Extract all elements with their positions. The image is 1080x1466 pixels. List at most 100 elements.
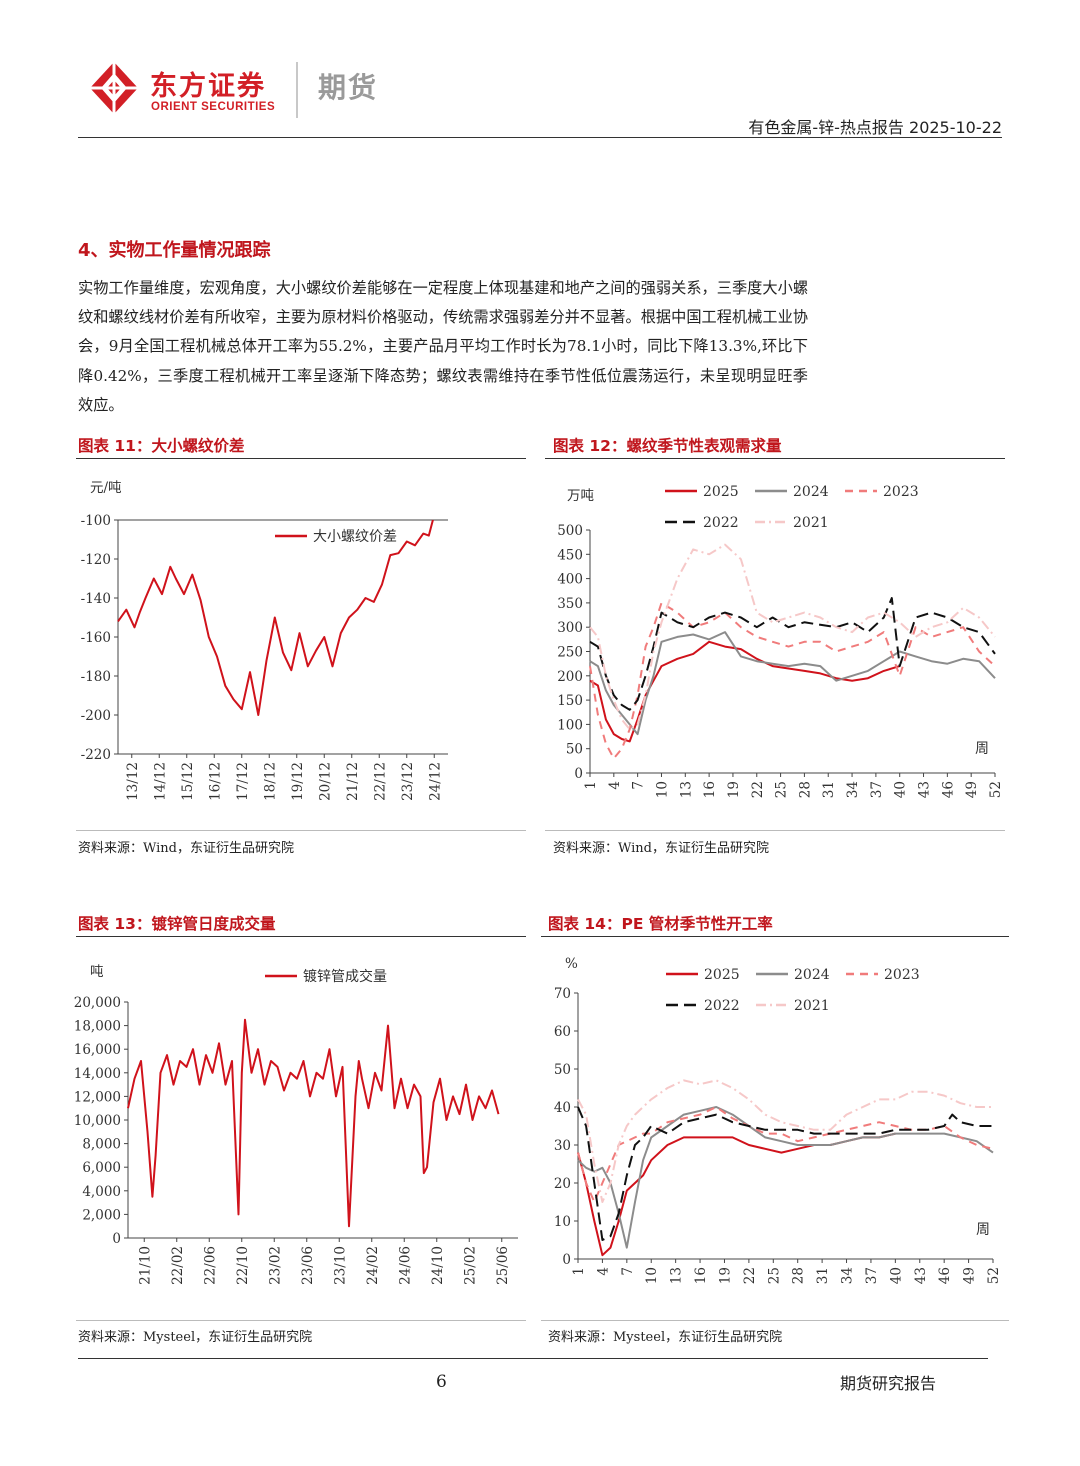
logo-divider [296, 62, 298, 118]
fig11-source: 资料来源：Wind，东证衍生品研究院 [78, 841, 294, 856]
fig11-y-tick-label: -100 [81, 513, 111, 529]
fig14-x-tick-label: 52 [986, 1267, 1002, 1284]
fig13-y-tick-label: 18,000 [74, 1019, 121, 1035]
fig14-x-tick-label: 46 [937, 1267, 953, 1284]
fig12-x-tick-label: 13 [678, 781, 694, 798]
fig11-source-rule [76, 830, 526, 831]
page-number: 6 [436, 1372, 447, 1392]
fig14-legend-label: 2024 [794, 967, 830, 983]
fig12-x-tick-label: 7 [631, 781, 647, 790]
fig12-y-label: 万吨 [567, 488, 594, 504]
fig11-x-tick-label: 15/12 [180, 762, 196, 801]
fig14-x-tick-label: 16 [693, 1267, 709, 1284]
fig12-legend-label: 2025 [703, 484, 739, 500]
fig11-x-tick-label: 14/12 [152, 762, 168, 801]
fig12-x-tick-label: 1 [583, 781, 599, 790]
fig14-series-2023-line [577, 1106, 994, 1203]
fig12-x-tick-label: 52 [988, 781, 1004, 798]
fig14-series-2022-line [577, 1106, 993, 1241]
fig13-x-tick-label: 21/10 [137, 1246, 153, 1285]
fig12-y-tick-label: 200 [557, 669, 583, 685]
fig14-x-tick-label: 37 [864, 1267, 880, 1284]
fig12-y-tick-label: 450 [557, 547, 583, 563]
fig13-y-tick-label: 2,000 [82, 1207, 121, 1223]
logo-name-en: ORIENT SECURITIES [151, 101, 276, 113]
fig13-x-tick-label: 23/10 [332, 1246, 348, 1285]
fig14-series-2024-line [577, 1106, 994, 1249]
fig12-source: 资料来源：Wind，东证衍生品研究院 [553, 841, 769, 856]
fig14-x-tick-label: 28 [791, 1267, 807, 1284]
fig12-title: 图表 12：螺纹季节性表观需求量 [553, 437, 782, 455]
fig12-x-tick-label: 40 [893, 781, 909, 798]
fig12-legend-label: 2021 [793, 515, 829, 531]
fig13-x-tick-label: 22/10 [235, 1246, 251, 1285]
fig13-legend-label: 镀锌管成交量 [303, 968, 387, 985]
fig14-x-tick-label: 49 [962, 1267, 978, 1284]
fig11-x-tick-label: 23/12 [400, 762, 416, 801]
company-logo [88, 60, 140, 116]
fig13-x-tick-label: 24/06 [397, 1246, 413, 1285]
fig12-y-tick-label: 150 [557, 693, 583, 709]
fig13-source: 资料来源：Mysteel，东证衍生品研究院 [78, 1330, 313, 1345]
fig11-title-rule [76, 458, 526, 459]
fig13-y-tick-label: 6,000 [82, 1160, 121, 1176]
fig12-y-tick-label: 250 [557, 645, 583, 661]
fig14-title-rule [541, 936, 1009, 937]
fig13-y-label: 吨 [90, 964, 104, 980]
fig11-series-大小螺纹价差-line [117, 519, 434, 716]
fig14-x-tick-label: 7 [620, 1267, 636, 1276]
fig14-legend-label: 2021 [794, 998, 830, 1014]
fig12-x-tick-label: 49 [964, 781, 980, 798]
fig12-x-tick-label: 22 [750, 781, 766, 798]
fig11-x-tick-label: 17/12 [235, 762, 251, 801]
fig14-y-label: % [565, 956, 578, 972]
fig13-chart: 0 2,000 4,000 6,000 8,000 10,000 12,000 14,000 1… [74, 964, 518, 1285]
logo-mark-icon [90, 62, 138, 114]
fig14-source: 资料来源：Mysteel，东证衍生品研究院 [548, 1330, 783, 1345]
fig12-series-2024-line [589, 631, 996, 736]
footer-label: 期货研究报告 [840, 1374, 937, 1393]
fig11-y-tick-label: -140 [81, 591, 111, 607]
fig14-y-tick-label: 30 [554, 1138, 571, 1154]
logo-name-cn: 东方证券 [150, 71, 266, 102]
fig14-x-tick-label: 19 [717, 1267, 733, 1284]
fig14-x-tick-label: 1 [571, 1267, 587, 1276]
fig12-x-tick-label: 10 [654, 781, 670, 798]
fig12-y-tick-label: 400 [557, 572, 583, 588]
fig11-x-tick-label: 13/12 [125, 762, 141, 801]
fig11-y-tick-label: -160 [81, 630, 111, 646]
fig14-y-tick-label: 40 [554, 1100, 571, 1116]
fig13-title: 图表 13：镀锌管日度成交量 [78, 915, 276, 933]
fig14-y-tick-label: 0 [562, 1252, 571, 1268]
fig12-y-tick-label: 500 [557, 523, 583, 539]
fig12-x-label: 周 [975, 741, 989, 757]
section-title: 4、实物工作量情况跟踪 [78, 240, 271, 261]
fig11-x-tick-label: 16/12 [207, 762, 223, 801]
fig12-x-tick-label: 34 [845, 781, 861, 798]
fig14-x-tick-label: 22 [742, 1267, 758, 1284]
fig11-y-tick-label: -200 [81, 708, 111, 724]
fig14-series-2021-line [577, 1079, 993, 1203]
fig14-legend-label: 2023 [884, 967, 920, 983]
fig13-x-tick-label: 25/02 [462, 1246, 478, 1285]
header-rule [78, 137, 1002, 138]
fig12-x-tick-label: 31 [821, 781, 837, 798]
fig11-x-tick-label: 18/12 [262, 762, 278, 801]
logo-sub-label: 期货 [318, 71, 379, 104]
fig13-y-tick-label: 4,000 [82, 1184, 121, 1200]
fig14-y-tick-label: 20 [554, 1176, 571, 1192]
fig14-y-tick-label: 50 [554, 1062, 571, 1078]
fig11-y-tick-label: -220 [81, 747, 111, 763]
fig14-x-tick-label: 13 [669, 1267, 685, 1284]
fig12-y-tick-label: 50 [566, 742, 583, 758]
fig14-x-tick-label: 10 [644, 1267, 660, 1284]
fig14-x-tick-label: 31 [815, 1267, 831, 1284]
fig12-x-tick-label: 25 [774, 781, 790, 798]
fig14-x-tick-label: 4 [595, 1267, 611, 1276]
fig13-x-tick-label: 23/06 [300, 1246, 316, 1285]
fig13-series-镀锌管成交量-line [127, 1018, 500, 1228]
fig12-y-tick-label: 300 [557, 620, 583, 636]
fig12-series-2022-line [589, 597, 996, 711]
fig13-x-tick-label: 23/02 [267, 1246, 283, 1285]
fig13-y-tick-label: 16,000 [74, 1042, 121, 1058]
